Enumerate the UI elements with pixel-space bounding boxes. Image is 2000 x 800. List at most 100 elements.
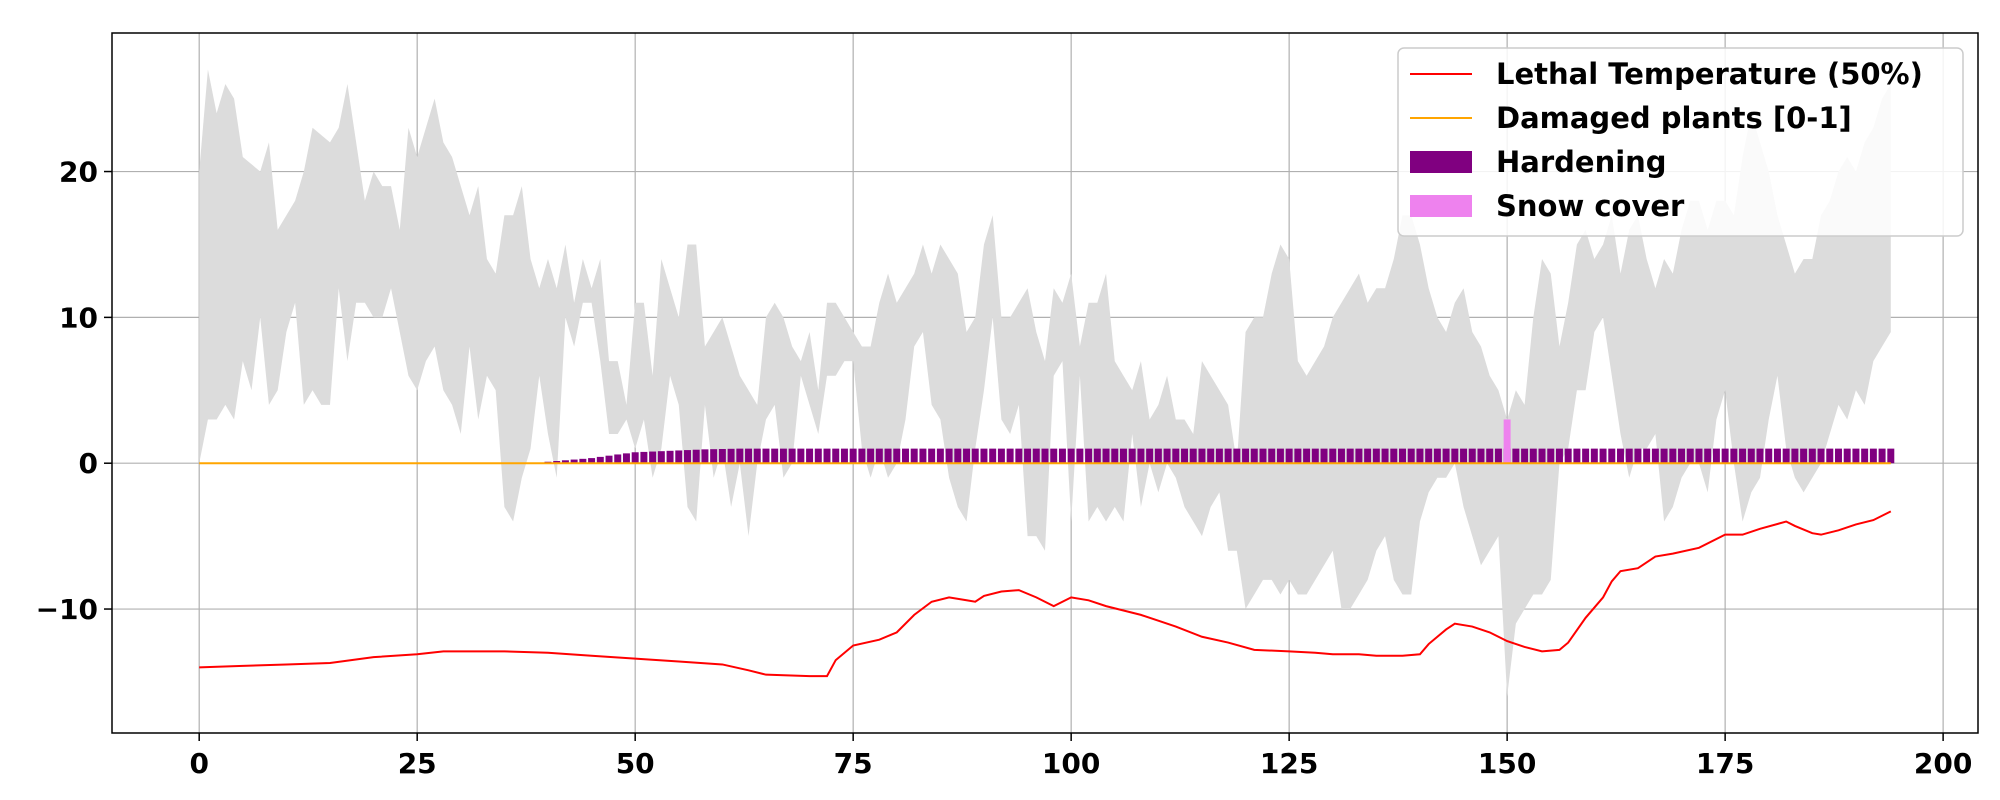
hardening-bar bbox=[666, 450, 674, 464]
hardening-bar bbox=[1590, 448, 1598, 464]
hardening-bar bbox=[1773, 448, 1781, 464]
hardening-bar bbox=[1817, 448, 1825, 464]
hardening-bar bbox=[997, 448, 1005, 464]
hardening-bar bbox=[1887, 448, 1895, 464]
hardening-bar bbox=[1250, 448, 1258, 464]
hardening-bar bbox=[753, 448, 761, 464]
hardening-bar bbox=[588, 458, 596, 464]
hardening-bar bbox=[1085, 448, 1093, 464]
hardening-bar bbox=[649, 451, 657, 464]
hardening-bar bbox=[945, 448, 953, 464]
hardening-bar bbox=[1599, 448, 1607, 464]
axes-frame bbox=[111, 32, 1979, 734]
hardening-bar bbox=[1521, 448, 1529, 464]
hardening-bar bbox=[1067, 448, 1075, 464]
hardening-bar bbox=[1407, 448, 1415, 464]
hardening-bar bbox=[1259, 448, 1267, 464]
hardening-bar bbox=[553, 461, 561, 464]
hardening-bar bbox=[989, 448, 997, 464]
hardening-bar bbox=[1739, 448, 1747, 464]
hardening-bar bbox=[1712, 448, 1720, 464]
hardening-bar bbox=[1643, 448, 1651, 464]
hardening-bar bbox=[1878, 448, 1886, 464]
x-tick-label: 150 bbox=[1478, 747, 1536, 780]
hardening-bar bbox=[858, 448, 866, 464]
hardening-bar bbox=[1311, 448, 1319, 464]
hardening-bar bbox=[657, 451, 665, 464]
hardening-bar bbox=[1721, 448, 1729, 464]
hardening-bar bbox=[1102, 448, 1110, 464]
hardening-bar bbox=[701, 449, 709, 464]
y-tick-label: 20 bbox=[59, 156, 98, 189]
hardening-bar bbox=[1843, 448, 1851, 464]
snow-cover-bar bbox=[1503, 419, 1511, 464]
legend-label: Snow cover bbox=[1496, 189, 1685, 223]
hardening-bar bbox=[1320, 448, 1328, 464]
hardening-bar bbox=[1442, 448, 1450, 464]
hardening-bar bbox=[910, 448, 918, 464]
x-tick-label: 25 bbox=[398, 747, 437, 780]
hardening-bar bbox=[1346, 448, 1354, 464]
y-axis-ticks: −10 0 10 20 bbox=[36, 156, 112, 626]
hardening-bar bbox=[1582, 448, 1590, 464]
hardening-bar bbox=[779, 448, 787, 464]
hardening-bar bbox=[849, 448, 857, 464]
hardening-bar bbox=[1477, 448, 1485, 464]
x-tick-label: 125 bbox=[1260, 747, 1318, 780]
hardening-bar bbox=[1678, 448, 1686, 464]
hardening-bar bbox=[1024, 448, 1032, 464]
y-tick-label: 0 bbox=[79, 447, 98, 480]
hardening-bar bbox=[1704, 448, 1712, 464]
hardening-bar bbox=[840, 448, 848, 464]
hardening-bar bbox=[1564, 448, 1572, 464]
hardening-bar bbox=[1834, 448, 1842, 464]
hardening-bar bbox=[1468, 448, 1476, 464]
x-axis-ticks: 0 25 50 75 100 125 150 175 200 bbox=[189, 733, 1972, 780]
hardening-bar bbox=[1451, 448, 1459, 464]
hardening-bar bbox=[1146, 448, 1154, 464]
hardening-bar bbox=[640, 451, 648, 464]
hardening-bar bbox=[1303, 448, 1311, 464]
hardening-bar bbox=[1425, 448, 1433, 464]
snow-cover-bars bbox=[1503, 419, 1511, 464]
hardening-bar bbox=[579, 458, 587, 464]
hardening-bar bbox=[1634, 448, 1642, 464]
hardening-bar bbox=[1399, 448, 1406, 464]
hardening-bar bbox=[1050, 448, 1058, 464]
hardening-bar bbox=[1826, 448, 1834, 464]
hardening-bar bbox=[875, 448, 883, 464]
hardening-bar bbox=[1782, 448, 1790, 464]
hardening-bar bbox=[1215, 448, 1223, 464]
hardening-bar bbox=[1686, 448, 1694, 464]
hardening-bar bbox=[1538, 448, 1546, 464]
hardening-bar bbox=[1337, 448, 1345, 464]
hardening-bar bbox=[1547, 448, 1555, 464]
hardening-bar bbox=[736, 448, 744, 464]
hardening-bar bbox=[1869, 448, 1877, 464]
hardening-bar bbox=[596, 456, 604, 464]
hardening-bar bbox=[1242, 448, 1250, 464]
hardening-bar bbox=[1006, 448, 1014, 464]
hardening-bar bbox=[1224, 448, 1232, 464]
hardening-bar bbox=[1756, 448, 1764, 464]
hardening-bar bbox=[1617, 448, 1624, 464]
hardening-bar bbox=[1372, 448, 1380, 464]
hardening-bar bbox=[1128, 448, 1136, 464]
hardening-bar bbox=[1015, 448, 1023, 464]
legend-label: Lethal Temperature (50%) bbox=[1496, 57, 1923, 91]
hardening-bar bbox=[1765, 448, 1773, 464]
hardening-bar bbox=[614, 454, 622, 464]
hardening-bar bbox=[1529, 448, 1537, 464]
hardening-bar bbox=[684, 450, 691, 464]
hardening-bar bbox=[1111, 448, 1119, 464]
hardening-bar bbox=[1747, 448, 1755, 464]
x-tick-label: 100 bbox=[1042, 747, 1100, 780]
hardening-bar bbox=[1651, 448, 1659, 464]
hardening-bar bbox=[771, 448, 779, 464]
hardening-bar bbox=[936, 448, 944, 464]
hardening-bar bbox=[1285, 448, 1293, 464]
hardening-bar bbox=[1364, 448, 1372, 464]
hardening-bar bbox=[1433, 448, 1441, 464]
hardening-bar bbox=[1329, 448, 1337, 464]
